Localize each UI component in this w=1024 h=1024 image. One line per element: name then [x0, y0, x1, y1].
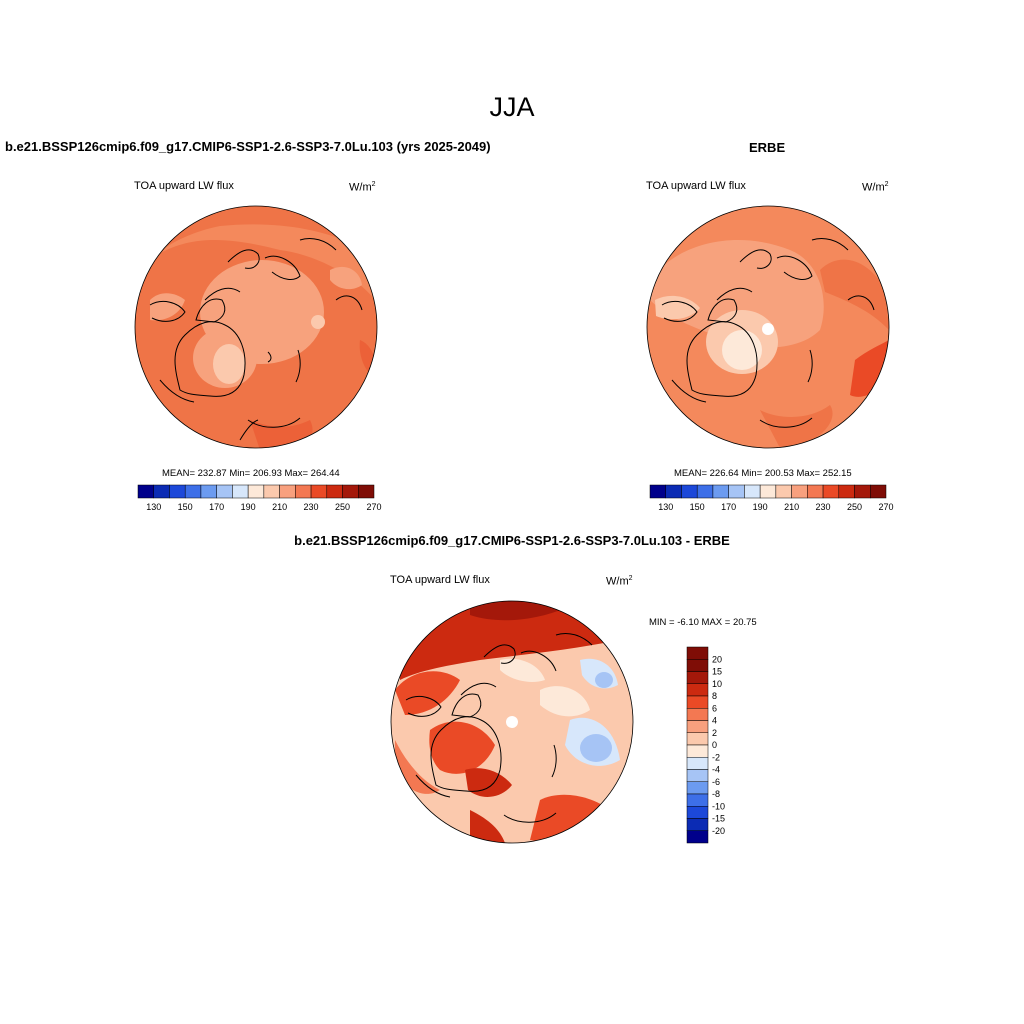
- model-colorbar-swatch: [137, 484, 154, 499]
- diff-colorbar-swatch: [686, 793, 709, 807]
- obs-colorbar-swatch: [681, 484, 698, 499]
- diff-colorbar-swatch: [686, 708, 709, 721]
- obs-colorbar-swatch: [696, 484, 714, 499]
- diff-colorbar-swatch: [686, 683, 709, 697]
- obs-polar-map: [646, 205, 890, 449]
- model-units-label: W/m2: [349, 181, 376, 194]
- diff-colorbar-tick-label: -15: [712, 814, 725, 824]
- model-colorbar-swatch: [247, 484, 265, 499]
- model-colorbar-swatch: [326, 484, 343, 499]
- diff-colorbar-swatch: [686, 671, 709, 684]
- diff-colorbar-swatch: [686, 659, 709, 672]
- model-stats: MEAN= 232.87 Min= 206.93 Max= 264.44: [162, 468, 340, 479]
- model-colorbar-tick-label: 150: [178, 502, 193, 512]
- model-colorbar-tick-label: 190: [241, 502, 256, 512]
- diff-colorbar-swatch: [686, 781, 709, 795]
- obs-colorbar-swatch: [838, 484, 855, 499]
- obs-colorbar-tick-label: 190: [753, 502, 768, 512]
- obs-stats: MEAN= 226.64 Min= 200.53 Max= 252.15: [674, 468, 852, 479]
- diff-colorbar-tick-label: -10: [712, 801, 725, 811]
- obs-colorbar-swatch: [744, 484, 761, 499]
- obs-colorbar-swatch: [775, 484, 792, 499]
- diff-units-label: W/m2: [606, 575, 633, 588]
- diff-colorbar-tick-label: 6: [712, 703, 717, 713]
- diff-colorbar-swatch: [686, 757, 709, 770]
- model-colorbar-swatch: [279, 484, 296, 499]
- diff-colorbar-tick-label: -8: [712, 789, 720, 799]
- model-colorbar-tick-label: 250: [335, 502, 350, 512]
- model-variable-label: TOA upward LW flux: [134, 180, 234, 192]
- model-colorbar-swatch: [169, 484, 186, 499]
- diff-colorbar-tick-label: 20: [712, 654, 722, 664]
- obs-colorbar-tick-label: 230: [816, 502, 831, 512]
- model-colorbar-tick-label: 230: [304, 502, 319, 512]
- obs-colorbar-tick-label: 270: [878, 502, 893, 512]
- obs-panel-title: ERBE: [749, 140, 786, 155]
- model-colorbar-tick-label: 170: [209, 502, 224, 512]
- model-colorbar-swatch: [263, 484, 280, 499]
- obs-colorbar-swatch: [791, 484, 808, 499]
- obs-colorbar-swatch: [807, 484, 824, 499]
- diff-colorbar-swatch: [686, 744, 709, 758]
- model-colorbar-tick-label: 270: [366, 502, 381, 512]
- diff-colorbar-swatch: [686, 818, 709, 831]
- obs-colorbar-swatch: [649, 484, 666, 499]
- diff-colorbar-swatch: [686, 830, 709, 844]
- obs-colorbar-swatch: [822, 484, 840, 499]
- obs-colorbar-tick-label: 130: [658, 502, 673, 512]
- diff-colorbar-swatch: [686, 732, 709, 746]
- diff-colorbar-tick-label: 10: [712, 679, 722, 689]
- diff-colorbar-tick-label: 4: [712, 716, 717, 726]
- obs-colorbar-tick-label: 210: [784, 502, 799, 512]
- obs-variable-label: TOA upward LW flux: [646, 180, 746, 192]
- diff-colorbar-tick-label: 2: [712, 728, 717, 738]
- diff-panel-title: b.e21.BSSP126cmip6.f09_g17.CMIP6-SSP1-2.…: [294, 533, 730, 548]
- diff-colorbar-swatch: [686, 806, 709, 819]
- diff-colorbar-tick-label: -20: [712, 826, 725, 836]
- obs-colorbar-swatch: [870, 484, 887, 499]
- obs-colorbar-swatch: [665, 484, 682, 499]
- model-colorbar-tick-label: 210: [272, 502, 287, 512]
- model-colorbar-swatch: [153, 484, 170, 499]
- model-colorbar-swatch: [295, 484, 312, 499]
- diff-colorbar-tick-label: 15: [712, 667, 722, 677]
- diff-stats: MIN = -6.10 MAX = 20.75: [649, 617, 757, 628]
- model-polar-map: [134, 205, 378, 449]
- model-colorbar-swatch: [200, 484, 217, 499]
- diff-colorbar-tick-label: 8: [712, 691, 717, 701]
- diff-colorbar-swatch: [686, 769, 709, 782]
- obs-colorbar-swatch: [728, 484, 745, 499]
- diff-colorbar-tick-label: -6: [712, 777, 720, 787]
- obs-units-label: W/m2: [862, 181, 889, 194]
- diff-colorbar-swatch: [686, 646, 709, 660]
- model-colorbar: 130 150 170 190 210 230 250 270: [137, 484, 382, 512]
- model-colorbar-swatch: [232, 484, 249, 499]
- model-colorbar-tick-label: 130: [146, 502, 161, 512]
- diff-colorbar-swatch: [686, 695, 709, 709]
- model-colorbar-swatch: [184, 484, 202, 499]
- obs-colorbar-swatch: [712, 484, 729, 499]
- model-colorbar-swatch: [342, 484, 359, 499]
- diff-colorbar-tick-label: -4: [712, 765, 720, 775]
- diff-colorbar-swatch: [686, 720, 709, 733]
- diff-variable-label: TOA upward LW flux: [390, 574, 490, 586]
- model-panel-title: b.e21.BSSP126cmip6.f09_g17.CMIP6-SSP1-2.…: [5, 139, 491, 154]
- diff-colorbar-tick-label: -2: [712, 752, 720, 762]
- obs-colorbar-swatch: [759, 484, 777, 499]
- model-colorbar-swatch: [358, 484, 375, 499]
- diff-colorbar-tick-label: 0: [712, 740, 717, 750]
- diff-polar-map: [390, 600, 634, 844]
- obs-colorbar: 130 150 170 190 210 230 250 270: [649, 484, 894, 512]
- obs-colorbar-tick-label: 250: [847, 502, 862, 512]
- model-colorbar-swatch: [310, 484, 328, 499]
- obs-colorbar-swatch: [854, 484, 871, 499]
- obs-colorbar-tick-label: 150: [690, 502, 705, 512]
- figure-title: JJA: [489, 92, 535, 122]
- model-colorbar-swatch: [216, 484, 233, 499]
- obs-colorbar-tick-label: 170: [721, 502, 736, 512]
